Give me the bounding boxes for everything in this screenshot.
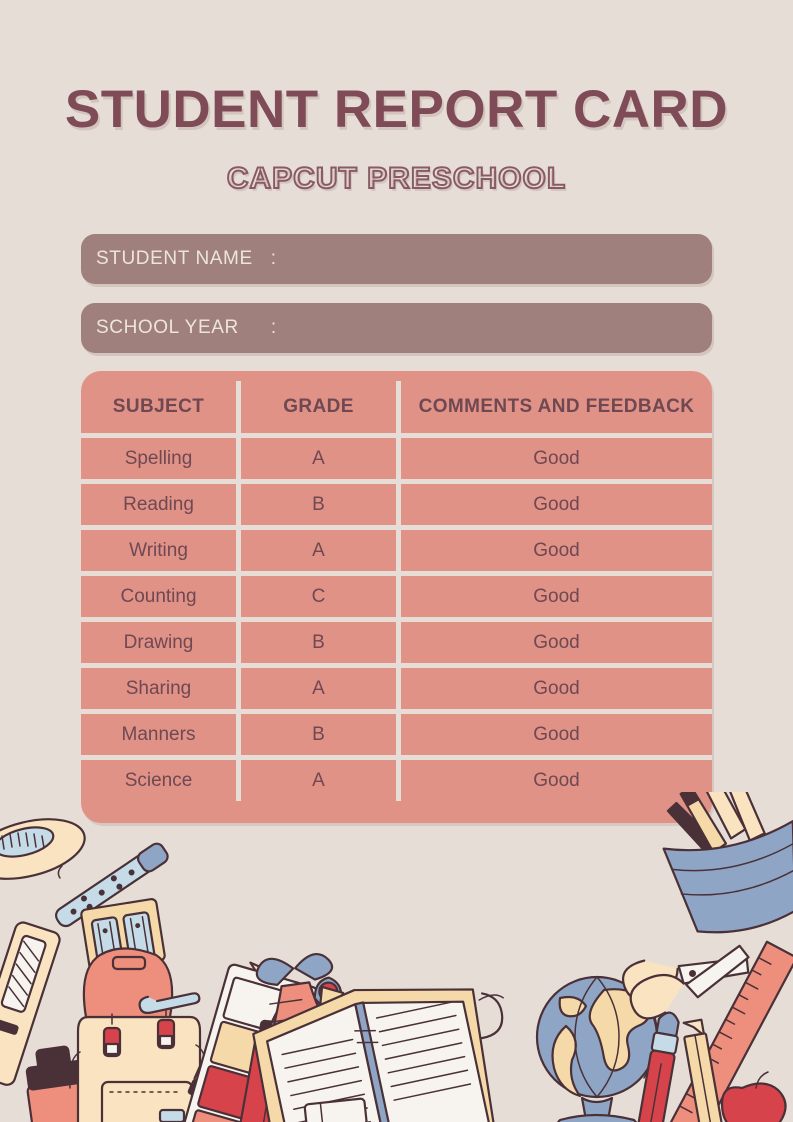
- column-header-subject: SUBJECT: [112, 396, 205, 417]
- cell-comment[interactable]: Good: [533, 677, 580, 699]
- school-year-field[interactable]: SCHOOL YEAR :: [81, 303, 712, 353]
- cell-subject: Counting: [120, 585, 197, 607]
- cell-grade[interactable]: A: [236, 760, 401, 801]
- cell-subject: Sharing: [125, 677, 192, 699]
- pencil-yellow-illustration: [682, 1018, 728, 1122]
- table-row[interactable]: Writing A Good: [81, 530, 712, 576]
- cell-comment[interactable]: Good: [533, 585, 580, 607]
- marker-pen-illustration: [632, 1011, 680, 1122]
- cell-subject: Spelling: [124, 447, 193, 469]
- glue-stick-illustration: [381, 1011, 433, 1122]
- student-name-field[interactable]: STUDENT NAME :: [81, 234, 712, 284]
- column-header-comments: COMMENTS AND FEEDBACK: [418, 396, 695, 417]
- cell-subject: Science: [124, 769, 193, 791]
- eraser-illustration: [303, 1097, 368, 1122]
- table-row[interactable]: Counting C Good: [81, 576, 712, 622]
- cell-subject: Writing: [129, 539, 188, 561]
- backpack-illustration: [68, 947, 208, 1122]
- open-book-illustration: [252, 988, 497, 1122]
- school-name: CAPCUT PRESCHOOL: [226, 161, 567, 195]
- cell-comment[interactable]: Good: [533, 493, 580, 515]
- school-year-colon: :: [270, 317, 277, 338]
- report-header: STUDENT REPORT CARD CAPCUT PRESCHOOL: [0, 82, 793, 194]
- box-cutter-illustration: [0, 921, 61, 1086]
- pencil-illustration: [187, 961, 268, 1104]
- cell-comment[interactable]: Good: [533, 539, 580, 561]
- backpack-buckle-right: [156, 1005, 176, 1050]
- cell-subject: Drawing: [123, 631, 194, 653]
- cell-grade[interactable]: A: [236, 530, 401, 571]
- ruler-illustration: [667, 940, 793, 1122]
- table-row[interactable]: Science A Good: [81, 760, 712, 801]
- cell-subject: Reading: [123, 493, 194, 515]
- school-supplies-illustration: .o { stroke:#4A3138; stroke-width:2.2; s…: [0, 749, 793, 1122]
- watercolor-palette-illustration: [178, 963, 319, 1122]
- grades-table: SUBJECT GRADE COMMENTS AND FEEDBACK Spel…: [81, 371, 712, 823]
- globe-illustration: [535, 975, 659, 1122]
- cell-subject: Manners: [121, 723, 196, 745]
- cell-grade[interactable]: A: [236, 438, 401, 479]
- table-row[interactable]: Reading B Good: [81, 484, 712, 530]
- cell-comment[interactable]: Good: [533, 769, 580, 791]
- paint-tube-dark-illustration: [25, 1045, 97, 1122]
- backpack-buckle-left: [102, 1013, 122, 1058]
- page-title: STUDENT REPORT CARD: [64, 80, 729, 139]
- school-year-label: SCHOOL YEAR: [96, 317, 239, 338]
- student-name-colon: :: [270, 248, 277, 269]
- pencil-sharpener-illustration: [80, 898, 166, 972]
- compass-illustration: [274, 976, 348, 1122]
- cell-comment[interactable]: Good: [533, 631, 580, 653]
- cell-grade[interactable]: B: [236, 622, 401, 663]
- cell-grade[interactable]: C: [236, 576, 401, 617]
- table-row[interactable]: Manners B Good: [81, 714, 712, 760]
- table-row[interactable]: Sharing A Good: [81, 668, 712, 714]
- cell-grade[interactable]: B: [236, 484, 401, 525]
- table-header-row: SUBJECT GRADE COMMENTS AND FEEDBACK: [81, 371, 712, 438]
- tape-roll-illustration: [0, 818, 86, 880]
- student-name-label: STUDENT NAME: [96, 248, 253, 269]
- eyeglasses-illustration: [340, 992, 504, 1056]
- paperclip-illustration: [138, 992, 201, 1015]
- crayon-illustration: [341, 1020, 371, 1122]
- cell-grade[interactable]: B: [236, 714, 401, 755]
- table-row[interactable]: Drawing B Good: [81, 622, 712, 668]
- pushpin-illustration: [318, 985, 345, 1033]
- cell-comment[interactable]: Good: [533, 723, 580, 745]
- table-row[interactable]: Spelling A Good: [81, 438, 712, 484]
- cell-comment[interactable]: Good: [533, 447, 580, 469]
- bell-with-ribbon-illustration: [255, 952, 339, 1058]
- paint-tube-red-illustration: [234, 1019, 299, 1122]
- cell-grade[interactable]: A: [236, 668, 401, 709]
- ballpoint-pen-illustration: [55, 842, 169, 928]
- apple-illustration: [720, 1071, 787, 1122]
- column-header-grade: GRADE: [236, 381, 401, 433]
- scissors-illustration: [621, 944, 750, 1020]
